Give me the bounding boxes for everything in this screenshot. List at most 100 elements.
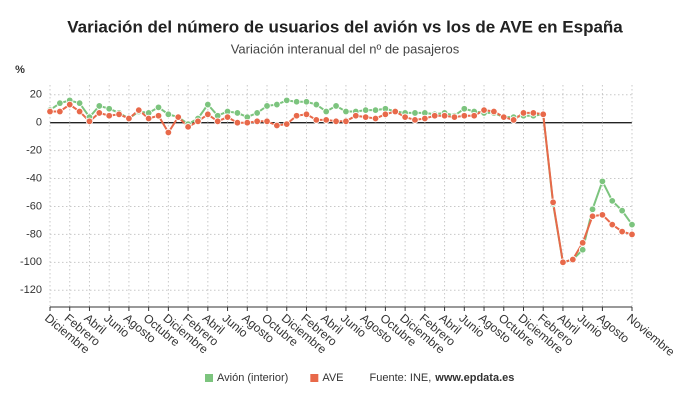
data-point — [539, 110, 547, 119]
data-point — [66, 100, 74, 109]
data-point — [204, 110, 212, 119]
legend-swatch — [205, 374, 213, 382]
data-point — [243, 118, 251, 127]
data-point — [174, 113, 182, 121]
data-point — [223, 113, 232, 121]
data-point — [391, 107, 399, 116]
y-axis-label: % — [15, 64, 25, 76]
data-point — [95, 109, 104, 117]
data-point — [312, 116, 321, 124]
data-point — [302, 110, 311, 119]
chart-title: Variación del número de usuarios del avi… — [67, 17, 623, 36]
data-point — [421, 114, 429, 123]
data-point — [500, 113, 508, 121]
data-point — [361, 106, 370, 114]
legend-swatch — [310, 374, 319, 382]
data-point — [450, 113, 459, 121]
data-point — [342, 107, 350, 116]
y-tick-label: -80 — [26, 228, 42, 240]
data-point — [519, 109, 528, 117]
x-tick-label: Noviembre — [624, 311, 678, 359]
source-link: www.epdata.es — [434, 372, 514, 384]
data-point — [342, 117, 350, 126]
data-point — [194, 117, 202, 126]
data-point — [618, 227, 626, 236]
data-point — [115, 110, 123, 119]
data-point — [283, 96, 291, 105]
data-point — [204, 100, 212, 109]
y-tick-label: 0 — [36, 117, 42, 129]
data-point — [213, 117, 222, 126]
data-point — [431, 112, 439, 120]
data-point — [292, 98, 301, 106]
data-point — [411, 109, 419, 117]
data-point — [559, 258, 567, 267]
data-point — [125, 114, 133, 123]
data-point — [401, 113, 409, 121]
data-point — [233, 118, 242, 127]
data-point — [46, 107, 54, 116]
series-line — [50, 103, 633, 264]
data-point — [164, 110, 173, 119]
data-point — [608, 197, 616, 205]
data-point — [154, 112, 163, 120]
data-point — [263, 117, 271, 126]
data-point — [598, 177, 607, 186]
data-point — [588, 205, 597, 213]
data-point — [618, 206, 626, 215]
data-point — [322, 107, 330, 116]
data-point — [371, 114, 380, 123]
data-point — [628, 220, 636, 229]
data-point — [578, 246, 587, 254]
data-point — [56, 107, 64, 116]
data-point — [460, 112, 469, 120]
data-point — [95, 102, 104, 110]
data-point — [233, 109, 242, 117]
data-point — [549, 198, 557, 206]
y-tick-label: -120 — [20, 284, 42, 296]
data-point — [273, 121, 281, 130]
data-point — [352, 112, 360, 120]
chart-subtitle: Variación interanual del nº de pasajeros — [231, 41, 460, 56]
data-point — [263, 102, 271, 110]
data-point — [322, 116, 330, 124]
data-point — [381, 110, 390, 119]
data-point — [302, 98, 311, 106]
data-point — [273, 100, 281, 109]
data-point — [283, 120, 291, 128]
data-point — [332, 102, 340, 110]
source: Fuente: INE, — [370, 372, 432, 384]
data-point — [164, 128, 173, 137]
data-point — [628, 230, 636, 239]
data-point — [569, 255, 577, 264]
data-point — [480, 106, 488, 114]
data-point — [332, 117, 340, 126]
data-point — [105, 105, 113, 113]
y-tick-label: -100 — [20, 256, 42, 268]
data-point — [490, 107, 498, 116]
data-point — [135, 106, 143, 114]
data-point — [608, 220, 616, 229]
data-point — [371, 106, 380, 114]
data-point — [292, 112, 301, 120]
data-point — [440, 112, 449, 120]
data-point — [312, 100, 321, 109]
data-point — [509, 116, 518, 124]
y-tick-label: -20 — [26, 145, 42, 157]
data-point — [184, 123, 192, 131]
legend-label: AVE — [322, 372, 343, 384]
data-point — [411, 116, 419, 124]
data-point — [105, 112, 113, 120]
data-point — [154, 103, 163, 112]
y-tick-label: -40 — [26, 172, 42, 184]
data-point — [578, 239, 587, 247]
data-point — [588, 212, 597, 220]
data-point — [598, 211, 607, 219]
data-point — [75, 107, 84, 116]
data-point — [361, 113, 370, 121]
data-point — [85, 117, 94, 126]
data-point — [460, 105, 469, 113]
y-tick-label: 20 — [30, 89, 42, 101]
data-point — [253, 117, 261, 126]
